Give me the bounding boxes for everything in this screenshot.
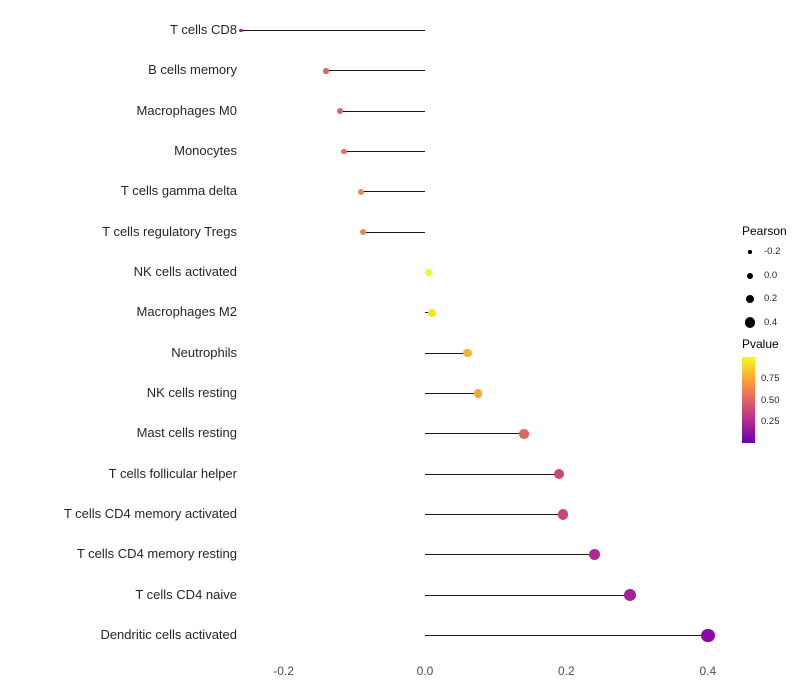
lollipop-stem <box>425 392 479 394</box>
pvalue-legend-tick-label: 0.50 <box>761 394 780 406</box>
lollipop-stem <box>425 513 563 515</box>
category-label: T cells follicular helper <box>108 465 237 481</box>
lollipop-stem <box>362 231 425 233</box>
pearson-legend-label: 0.4 <box>764 316 778 328</box>
category-label: Macrophages M0 <box>136 102 237 118</box>
lollipop-stem <box>340 110 425 112</box>
x-tick-label: 0.2 <box>558 664 575 678</box>
category-label: Macrophages M2 <box>136 304 237 320</box>
category-label: B cells memory <box>148 62 237 78</box>
category-label: NK cells activated <box>133 263 237 279</box>
pvalue-legend-tick-label: 0.25 <box>761 416 780 427</box>
lollipop-dot <box>323 68 329 74</box>
lollipop-stem <box>343 150 425 152</box>
lollipop-dot <box>463 348 472 358</box>
category-label: T cells gamma delta <box>120 183 237 199</box>
category-label: T cells CD8 <box>170 22 237 37</box>
lollipop-dot <box>701 628 715 643</box>
lollipop-dot <box>358 188 365 195</box>
category-label: T cells regulatory Tregs <box>102 223 237 239</box>
lollipop-dot <box>359 229 366 236</box>
category-label: Mast cells resting <box>136 425 237 441</box>
lollipop-dot <box>519 429 529 439</box>
lollipop-dot <box>554 468 565 480</box>
lollipop-stem <box>425 473 560 475</box>
pearson-legend-dot <box>747 272 753 279</box>
x-tick-label: 0.4 <box>699 664 717 678</box>
category-label: T cells CD4 memory activated <box>63 505 237 521</box>
lollipop-dot <box>340 148 347 155</box>
lollipop-dot <box>589 549 601 561</box>
pvalue-legend-tick-label: 0.75 <box>761 373 780 384</box>
lollipop-stem <box>241 30 425 31</box>
x-tick-label: 0.0 <box>416 664 434 678</box>
lollipop-stem <box>425 594 631 596</box>
lollipop-stem <box>425 352 468 354</box>
pearson-legend-label: 0.2 <box>764 293 778 304</box>
pearson-legend-title: Pearson <box>742 224 787 238</box>
category-label: T cells CD4 memory resting <box>76 546 237 562</box>
lollipop-dot <box>239 28 243 33</box>
lollipop-stem <box>326 70 425 72</box>
pvalue-legend-title: Pvalue <box>742 337 779 351</box>
lollipop-dot <box>473 389 483 398</box>
category-label: Monocytes <box>174 142 237 158</box>
lollipop-dot <box>424 268 433 277</box>
pearson-legend-dot <box>748 250 752 254</box>
lollipop-stem <box>425 634 708 636</box>
x-tick-label: -0.2 <box>273 664 294 678</box>
lollipop-stem <box>425 554 595 556</box>
pearson-legend-dot <box>744 317 756 328</box>
pvalue-gradient-bar <box>742 357 755 443</box>
lollipop-dot <box>337 108 343 114</box>
category-label: T cells CD4 naive <box>135 586 237 602</box>
category-label: Dendritic cells activated <box>100 626 237 642</box>
lollipop-stem <box>425 433 524 435</box>
pearson-legend-label: 0.0 <box>764 269 778 281</box>
category-label: NK cells resting <box>146 384 237 400</box>
category-label: Neutrophils <box>171 344 237 360</box>
pearson-legend-label: -0.2 <box>764 246 781 257</box>
lollipop-dot <box>624 589 636 602</box>
pearson-legend-dot <box>745 294 755 304</box>
lollipop-dot <box>428 308 436 317</box>
lollipop-dot <box>557 509 569 520</box>
lollipop-stem <box>361 191 425 193</box>
